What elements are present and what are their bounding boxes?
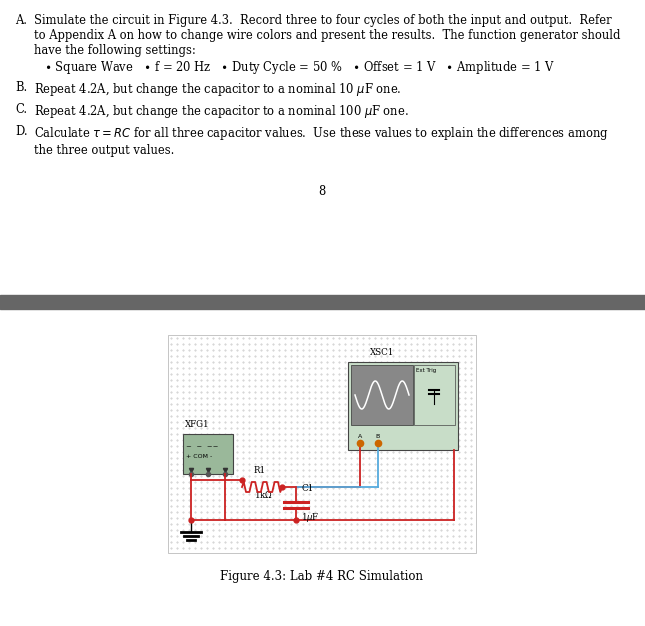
- Text: ~  ~  ~~: ~ ~ ~~: [186, 444, 219, 450]
- Bar: [0, 295, 645, 309]
- Text: Figure 4.3: Lab #4 RC Simulation: Figure 4.3: Lab #4 RC Simulation: [221, 570, 424, 583]
- Text: 1k$\Omega$: 1k$\Omega$: [254, 489, 273, 500]
- Bar: [183, 434, 233, 474]
- Text: XSC1: XSC1: [370, 348, 394, 357]
- Text: Repeat 4.2A, but change the capacitor to a nominal 10 $\mu$F one.: Repeat 4.2A, but change the capacitor to…: [34, 81, 401, 98]
- Text: B: B: [376, 434, 380, 439]
- Text: $\bullet$ Square Wave   $\bullet$ f = 20 Hz   $\bullet$ Duty Cycle = 50 %   $\bu: $\bullet$ Square Wave $\bullet$ f = 20 H…: [44, 59, 555, 76]
- Text: C.: C.: [15, 103, 27, 116]
- Text: 1$\mu$F: 1$\mu$F: [301, 511, 320, 524]
- Text: A: A: [358, 434, 362, 439]
- Text: Repeat 4.2A, but change the capacitor to a nominal 100 $\mu$F one.: Repeat 4.2A, but change the capacitor to…: [34, 103, 409, 120]
- Bar: [348, 362, 458, 450]
- Text: R1: R1: [254, 466, 266, 475]
- Text: B.: B.: [15, 81, 27, 94]
- Text: A.: A.: [15, 14, 27, 27]
- Text: Calculate $\tau = RC$ for all three capacitor values.  Use these values to expla: Calculate $\tau = RC$ for all three capa…: [34, 125, 609, 157]
- Bar: [351, 365, 413, 425]
- Bar: [414, 365, 455, 425]
- Text: Simulate the circuit in Figure 4.3.  Record three to four cycles of both the inp: Simulate the circuit in Figure 4.3. Reco…: [34, 14, 620, 57]
- Bar: [168, 335, 476, 553]
- Text: Ext Trig: Ext Trig: [416, 368, 436, 373]
- Text: 8: 8: [319, 185, 326, 198]
- Text: XFG1: XFG1: [185, 420, 210, 429]
- Text: C1: C1: [301, 484, 313, 493]
- Text: D.: D.: [15, 125, 28, 138]
- Text: + COM -: + COM -: [186, 454, 212, 459]
